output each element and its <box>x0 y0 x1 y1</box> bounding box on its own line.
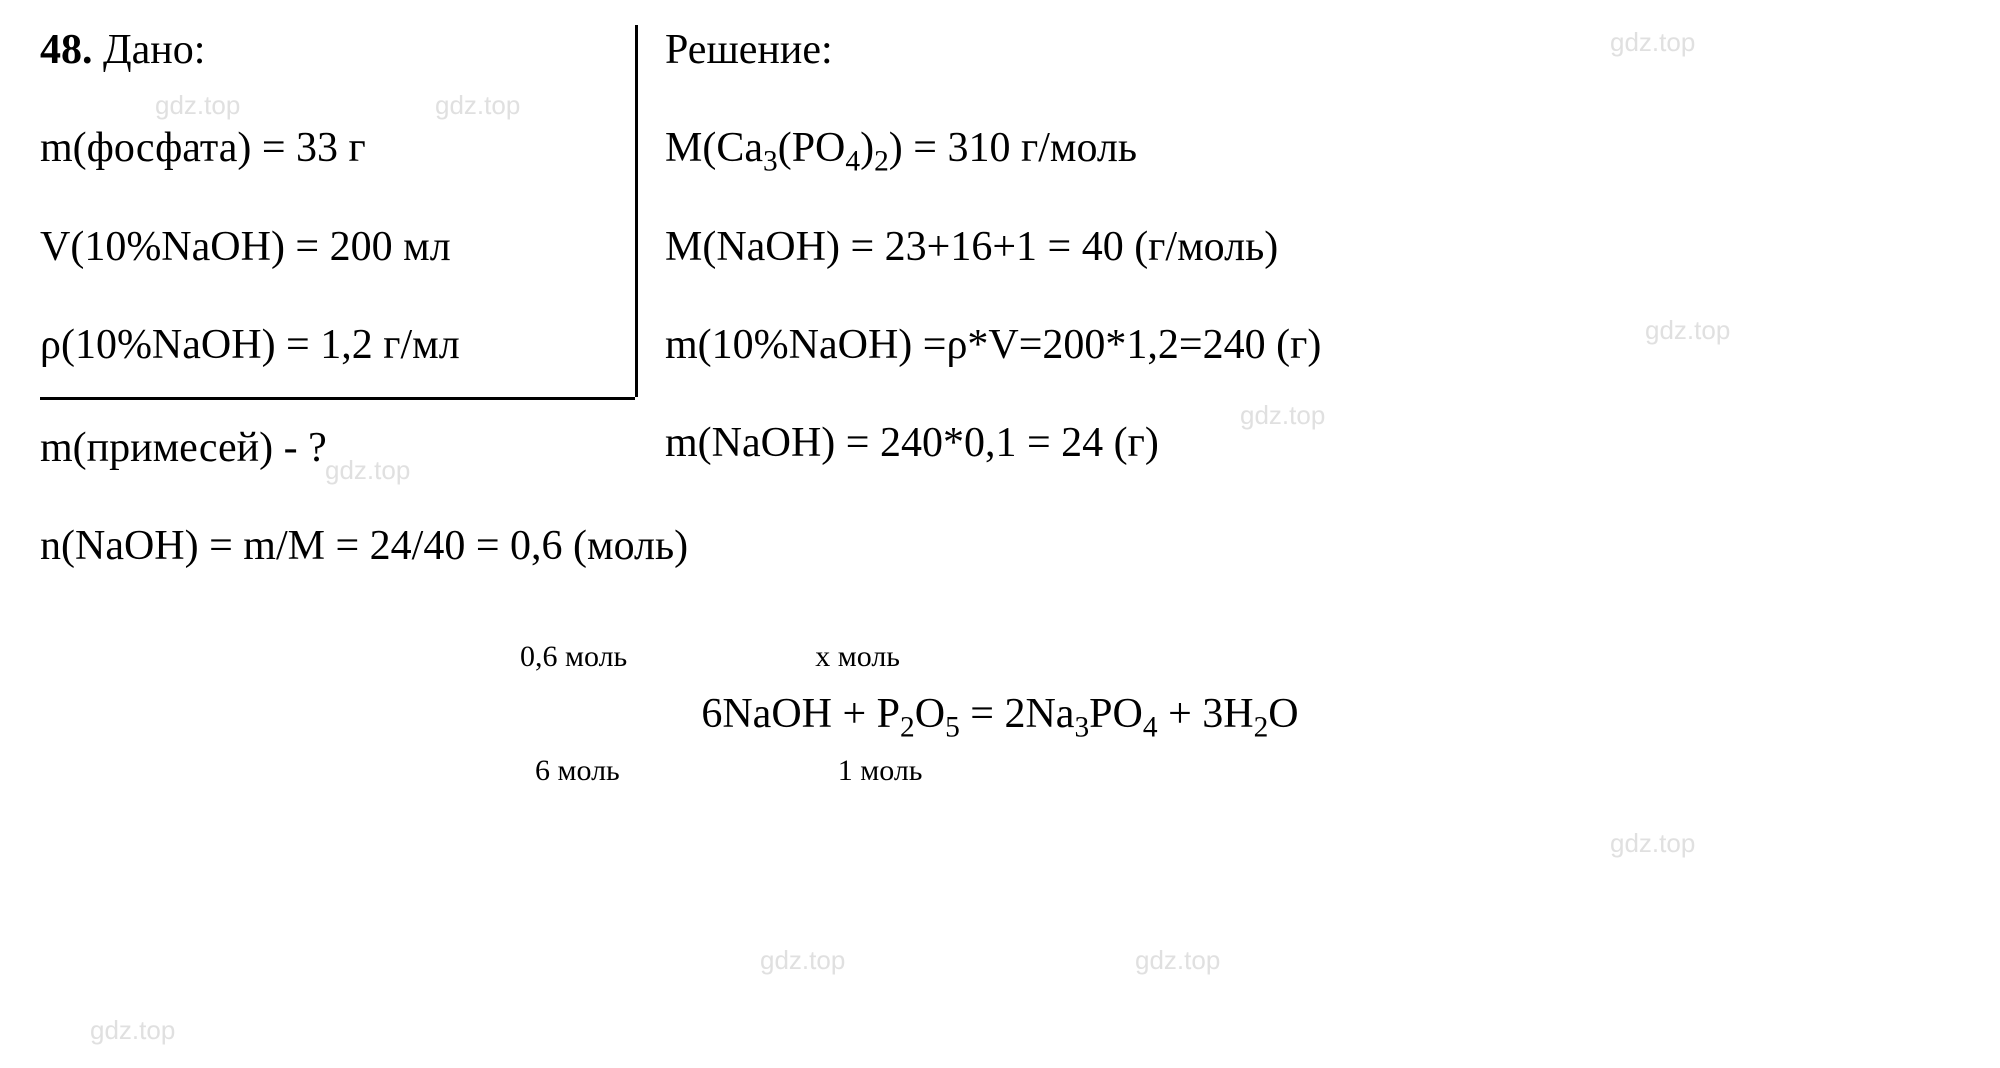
solution-line: M(NaOH) = 23+16+1 = 40 (г/моль) <box>665 222 1960 272</box>
calculation-line: n(NaOH) = m/M = 24/40 = 0,6 (моль) <box>40 522 1960 570</box>
given-divider <box>40 397 635 400</box>
solution-section: Решение: M(Ca3(PO4)2) = 310 г/моль M(NaO… <box>635 25 1960 472</box>
given-question: m(примесей) - ? <box>40 424 635 472</box>
given-line: m(фосфата) = 33 г <box>40 123 635 173</box>
watermark: gdz.top <box>90 1015 175 1046</box>
annotation-label: x моль <box>815 640 900 674</box>
solution-line: m(10%NaOH) =ρ*V=200*1,2=240 (г) <box>665 320 1960 370</box>
equation-block: 0,6 моль x моль 6NaOH + P2O5 = 2Na3PO4 +… <box>40 640 1960 788</box>
watermark: gdz.top <box>760 945 845 976</box>
annotation-label: 0,6 моль <box>520 640 627 674</box>
annotation-label: 1 моль <box>838 754 923 788</box>
given-question-wrapper: m(примесей) - ? <box>40 419 635 472</box>
watermark: gdz.top <box>1610 828 1695 859</box>
given-line: V(10%NaOH) = 200 мл <box>40 222 635 272</box>
solution-inner: Решение: M(Ca3(PO4)2) = 310 г/моль M(NaO… <box>665 25 1960 467</box>
equation-bottom-annotations: 6 моль 1 моль <box>40 754 1960 788</box>
equation-top-annotations: 0,6 моль x моль <box>40 640 1960 674</box>
given-section: 48. Дано: m(фосфата) = 33 г V(10%NaOH) =… <box>40 25 635 472</box>
solution-line: M(Ca3(PO4)2) = 310 г/моль <box>665 123 1960 173</box>
given-heading: Дано: <box>103 27 205 73</box>
given-line: ρ(10%NaOH) = 1,2 г/мл <box>40 320 635 370</box>
solution-heading: Решение: <box>665 25 1960 75</box>
problem-container: 48. Дано: m(фосфата) = 33 г V(10%NaOH) =… <box>40 25 1960 472</box>
problem-number: 48. <box>40 27 93 73</box>
content-wrapper: gdz.top gdz.top gdz.top gdz.top gdz.top … <box>40 25 1960 1043</box>
watermark: gdz.top <box>1135 945 1220 976</box>
given-heading-row: 48. Дано: <box>40 25 635 75</box>
annotation-label: 6 моль <box>535 754 620 788</box>
solution-line: m(NaOH) = 240*0,1 = 24 (г) <box>665 419 1960 467</box>
equation-main: 6NaOH + P2O5 = 2Na3PO4 + 3H2O <box>701 690 1298 738</box>
